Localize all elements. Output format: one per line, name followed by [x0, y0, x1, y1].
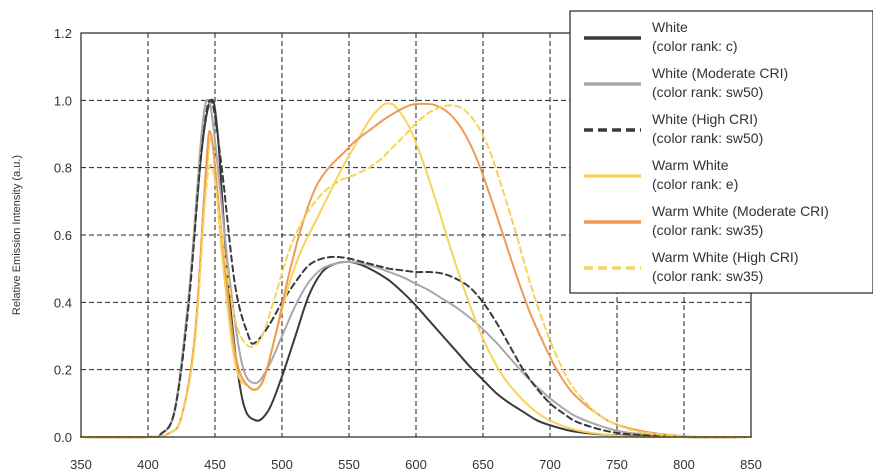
x-tick-label-600: 600	[405, 457, 427, 472]
legend-label-white-moderate-cri: White (Moderate CRI)	[652, 65, 788, 81]
x-tick-label-350: 350	[70, 457, 92, 472]
y-axis-label: Relative Emission Intensity (a.u.)	[11, 155, 23, 315]
y-tick-label-0-4: 0.4	[54, 295, 72, 310]
legend-sublabel-white-moderate-cri: (color rank: sw50)	[652, 84, 763, 100]
legend: White (color rank: c) White (Moderate CRI)…	[569, 10, 873, 294]
x-tick-label-750: 750	[606, 457, 628, 472]
legend-label-warm-white: Warm White	[652, 157, 729, 173]
series-line-warm-white-high-cri	[80, 104, 752, 439]
legend-label-white-high-cri: White (High CRI)	[652, 111, 758, 127]
series-line-warm-white-moderate-cri	[80, 102, 752, 439]
x-tick-label-800: 800	[673, 457, 695, 472]
y-tick-label-0-0: 0.0	[54, 430, 72, 445]
legend-sublabel-warm-white-high-cri: (color rank: sw35)	[652, 268, 763, 284]
series-line-white-moderate-cri	[80, 99, 752, 439]
legend-label-warm-white-high-cri: Warm White (High CRI)	[652, 249, 799, 265]
legend-sublabel-white-high-cri: (color rank: sw50)	[652, 130, 763, 146]
y-tick-label-0-8: 0.8	[54, 161, 72, 176]
x-tick-label-500: 500	[271, 457, 293, 472]
y-tick-label-1-0: 1.0	[54, 93, 72, 108]
series-line-warm-white	[80, 102, 752, 439]
legend-label-white: White	[652, 19, 688, 35]
y-tick-label-0-6: 0.6	[54, 228, 72, 243]
series-line-white-high-cri	[80, 99, 752, 439]
x-tick-labels: 350 400 450 500 550 600 650 700 750 800 850	[70, 457, 762, 472]
y-tick-label-0-2: 0.2	[54, 363, 72, 378]
x-tick-label-450: 450	[204, 457, 226, 472]
x-tick-label-650: 650	[472, 457, 494, 472]
legend-sublabel-warm-white-moderate-cri: (color rank: sw35)	[652, 222, 763, 238]
y-tick-label-1-2: 1.2	[54, 26, 72, 41]
x-tick-label-400: 400	[137, 457, 159, 472]
legend-box	[569, 10, 873, 294]
x-tick-label-550: 550	[338, 457, 360, 472]
x-tick-label-700: 700	[539, 457, 561, 472]
legend-label-warm-white-moderate-cri: Warm White (Moderate CRI)	[652, 203, 829, 219]
series-lines	[80, 98, 752, 439]
legend-sublabel-warm-white: (color rank: e)	[652, 176, 738, 192]
legend-sublabel-white: (color rank: c)	[652, 38, 738, 54]
x-tick-label-850: 850	[740, 457, 762, 472]
y-tick-labels: 0.0 0.2 0.4 0.6 0.8 1.0 1.2	[54, 26, 72, 445]
